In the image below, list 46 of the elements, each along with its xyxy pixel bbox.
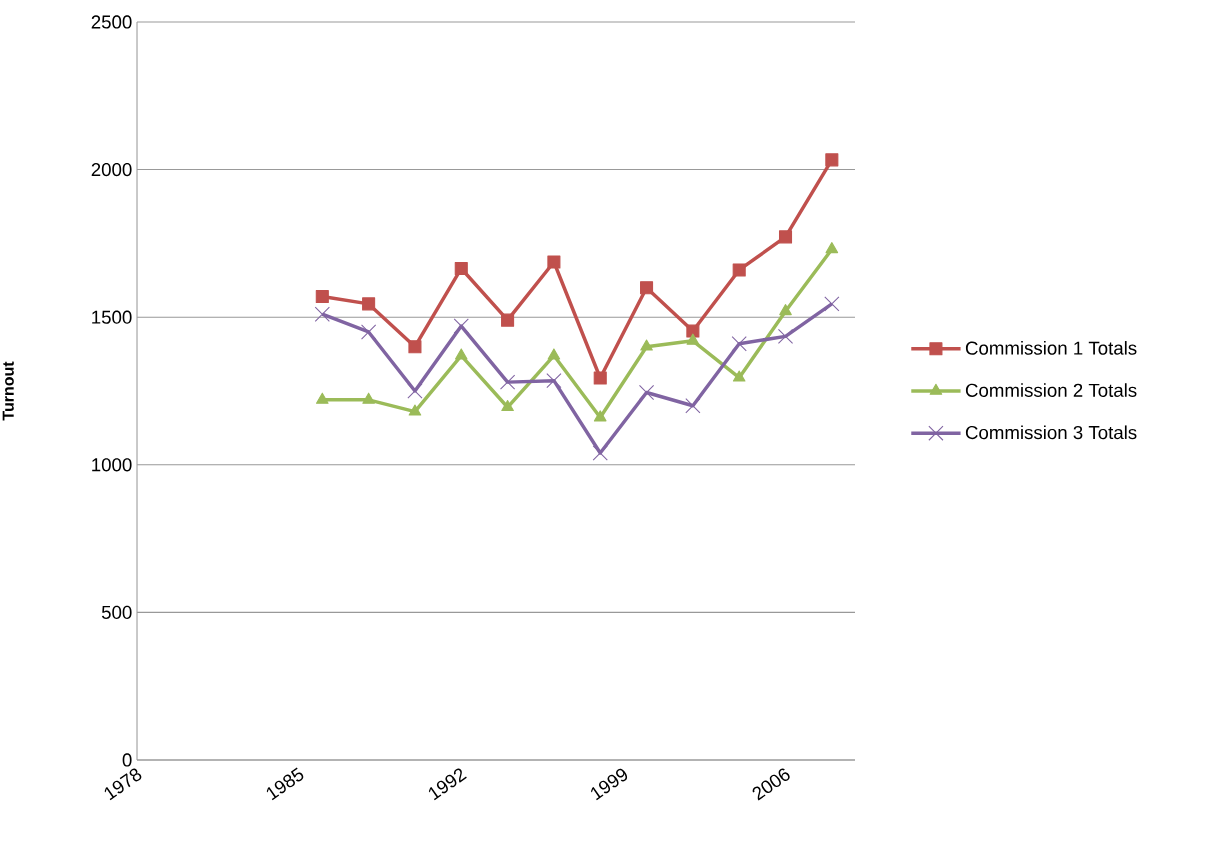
point (592, 445, 608, 461)
y-tick-label: 2500 (91, 15, 132, 29)
point (546, 373, 562, 389)
point (501, 313, 515, 327)
point (686, 324, 700, 338)
point (825, 242, 839, 254)
point (362, 297, 376, 311)
point (315, 289, 329, 304)
point (361, 324, 377, 340)
legend-label: Commission 3 Totals (965, 425, 1137, 440)
point (407, 383, 423, 399)
y-tick-label: 1000 (92, 458, 132, 472)
y-tick-label: 1500 (92, 310, 132, 324)
point (547, 348, 561, 360)
point (408, 404, 422, 416)
point (638, 384, 655, 401)
point (777, 328, 794, 344)
point (731, 336, 747, 352)
y-tick-label: 0 (122, 753, 132, 767)
point (454, 261, 468, 276)
point (732, 263, 746, 277)
point (547, 255, 561, 269)
point (640, 339, 653, 351)
point (499, 374, 516, 390)
point (315, 392, 329, 404)
point (593, 371, 607, 385)
point (453, 318, 469, 334)
point (408, 340, 422, 354)
point (685, 398, 701, 414)
point (362, 392, 375, 404)
legend-label: Commission 1 Totals (965, 341, 1137, 355)
point (686, 333, 700, 345)
point (778, 230, 793, 244)
y-tick-label: 2000 (91, 162, 132, 177)
point (593, 410, 607, 422)
point (454, 348, 468, 360)
point (501, 400, 514, 412)
point (779, 304, 792, 316)
point (314, 306, 330, 322)
point (640, 281, 654, 295)
y-axis-title: Turnout (2, 361, 14, 421)
point (825, 153, 839, 167)
legend-label: Commission 2 Totals (965, 383, 1137, 397)
point (732, 370, 746, 382)
point (824, 296, 840, 312)
y-tick-label: 500 (101, 605, 132, 619)
